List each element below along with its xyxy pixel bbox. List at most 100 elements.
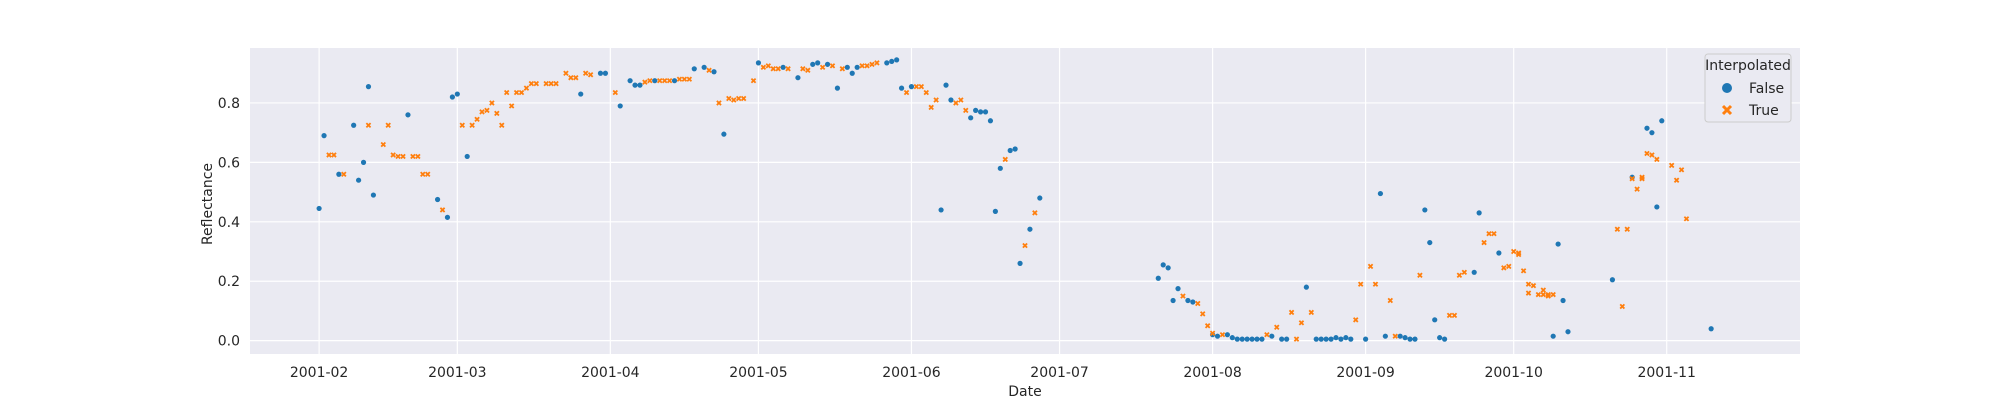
data-point-true (439, 207, 446, 213)
data-point-false (637, 82, 643, 88)
data-point-true (1525, 290, 1532, 296)
data-point-false (889, 58, 895, 64)
data-point-false (1012, 146, 1018, 152)
data-point-false (1037, 195, 1043, 201)
data-point-false (1427, 239, 1433, 246)
data-point-false (1269, 333, 1275, 339)
data-point-false (405, 112, 411, 118)
data-point-true (1387, 297, 1394, 304)
data-point-false (632, 82, 638, 88)
data-point-true (1634, 186, 1640, 192)
data-point-true (1392, 333, 1398, 339)
x-tick-label: 2001-10 (1484, 365, 1543, 381)
data-point-false (1318, 336, 1324, 342)
data-point-false (701, 64, 707, 70)
data-point-true (953, 100, 959, 106)
data-point-true (918, 83, 925, 90)
data-point-true (963, 107, 969, 114)
data-point-false (943, 82, 949, 88)
data-point-true (1456, 272, 1463, 279)
legend-marker-false (1722, 83, 1732, 93)
y-tick-label: 0.8 (218, 96, 240, 112)
data-point-false (1437, 335, 1443, 341)
data-point-true (390, 152, 396, 158)
data-point-true (1352, 317, 1359, 323)
data-point-true (686, 76, 693, 82)
data-point-false (1214, 333, 1221, 339)
data-point-true (642, 79, 648, 85)
data-point-true (706, 67, 712, 74)
data-point-false (617, 103, 623, 109)
data-point-false (1333, 335, 1339, 341)
data-point-true (1668, 162, 1675, 169)
data-point-true (341, 171, 347, 177)
data-point-false (992, 208, 998, 214)
data-point-false (898, 85, 905, 91)
data-point-false (977, 109, 984, 115)
data-point-true (1002, 156, 1008, 163)
data-point-true (775, 66, 781, 72)
data-point-false (336, 171, 342, 177)
legend-box (1704, 53, 1792, 123)
data-point-false (1279, 336, 1285, 342)
data-point-true (760, 64, 767, 71)
data-point-false (987, 118, 994, 124)
data-point-true (459, 122, 465, 128)
data-point-false (1659, 118, 1665, 124)
data-point-true (1219, 331, 1226, 338)
legend-label-false: False (1749, 81, 1784, 97)
data-point-true (489, 100, 495, 106)
data-point-true (499, 122, 505, 128)
data-point-false (597, 70, 604, 76)
data-point-false (1007, 147, 1013, 154)
y-tick-label: 0.2 (218, 274, 240, 290)
data-point-true (1649, 152, 1655, 158)
data-point-false (652, 78, 658, 84)
data-point-false (1338, 336, 1344, 342)
data-point-true (563, 70, 569, 76)
data-point-true (864, 63, 870, 69)
data-point-true (785, 66, 791, 72)
data-point-false (444, 214, 451, 220)
y-axis-label: Reflectance (200, 163, 216, 245)
y-tick-label: 0.0 (218, 334, 240, 350)
x-tick-label: 2001-07 (1030, 365, 1089, 381)
data-point-false (1348, 336, 1354, 342)
data-point-true (933, 97, 939, 103)
data-point-false (1565, 329, 1571, 335)
data-point-false (1017, 260, 1023, 266)
data-point-true (859, 63, 865, 69)
data-point-false (834, 85, 841, 91)
data-point-true (1032, 210, 1038, 216)
legend-label-true: True (1748, 103, 1779, 119)
data-point-false (671, 78, 678, 84)
data-point-false (1708, 326, 1714, 332)
data-point-true (735, 95, 742, 102)
data-point-true (681, 76, 688, 82)
legend-title: Interpolated (1705, 58, 1791, 74)
data-point-false (360, 159, 367, 165)
data-point-false (1190, 299, 1196, 305)
data-point-true (874, 60, 880, 66)
x-tick-label: 2001-04 (581, 365, 640, 381)
data-point-true (1288, 309, 1295, 316)
data-point-true (410, 153, 416, 160)
data-point-true (1619, 303, 1626, 310)
data-point-false (824, 61, 831, 67)
x-tick-label: 2001-08 (1183, 365, 1242, 381)
data-point-true (1624, 226, 1630, 232)
data-point-false (1328, 336, 1334, 342)
data-point-true (869, 61, 875, 68)
series-false-points (316, 57, 1714, 342)
data-point-true (1510, 248, 1517, 255)
data-point-false (370, 192, 377, 198)
data-point-true (494, 110, 500, 117)
data-point-false (1654, 204, 1660, 210)
data-point-false (1244, 336, 1250, 342)
data-point-true (1486, 230, 1492, 237)
data-point-false (1234, 336, 1240, 342)
data-point-true (587, 72, 594, 78)
data-point-true (385, 122, 391, 128)
data-point-true (1654, 156, 1660, 163)
data-point-true (553, 80, 559, 87)
